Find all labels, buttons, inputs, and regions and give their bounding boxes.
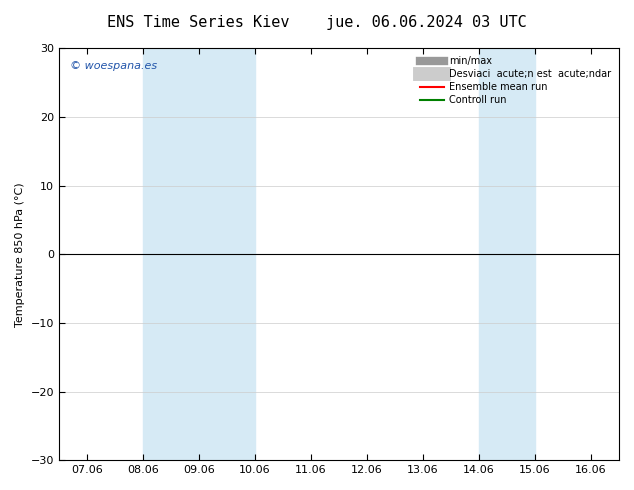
Bar bbox=[479, 49, 535, 460]
Y-axis label: Temperature 850 hPa (°C): Temperature 850 hPa (°C) bbox=[15, 182, 25, 326]
Bar bbox=[143, 49, 255, 460]
Legend: min/max, Desviaci  acute;n est  acute;ndar, Ensemble mean run, Controll run: min/max, Desviaci acute;n est acute;ndar… bbox=[417, 53, 614, 108]
Text: © woespana.es: © woespana.es bbox=[70, 61, 157, 71]
Text: ENS Time Series Kiev    jue. 06.06.2024 03 UTC: ENS Time Series Kiev jue. 06.06.2024 03 … bbox=[107, 15, 527, 30]
